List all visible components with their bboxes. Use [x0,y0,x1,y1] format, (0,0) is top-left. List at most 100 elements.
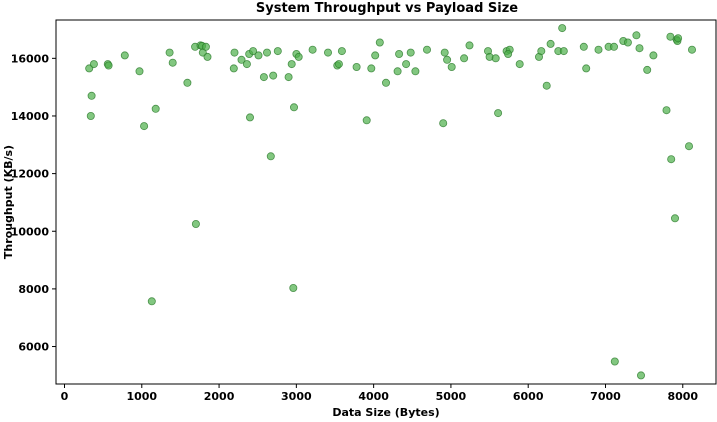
data-point [337,47,346,56]
data-point [674,34,683,43]
data-point [579,42,588,51]
data-point [289,283,298,292]
data-point [542,81,551,90]
data-point [230,48,239,57]
x-axis-label: Data Size (Bytes) [332,406,439,419]
data-point [284,73,293,82]
y-tick-label: 12000 [11,168,50,181]
data-point [637,371,646,380]
data-point [610,357,619,366]
data-point [371,51,380,60]
data-point [440,48,449,57]
data-point [262,48,271,57]
data-point [147,297,156,306]
data-point [439,119,448,128]
data-point [352,63,361,72]
data-point [559,47,568,56]
y-tick-label: 6000 [18,341,49,354]
data-point [685,142,694,151]
data-point [494,109,503,118]
data-point [86,112,95,121]
data-point [504,50,513,59]
data-point [688,45,697,54]
data-point [643,65,652,74]
data-point [273,47,282,56]
x-tick-label: 2000 [204,390,235,403]
data-point [334,60,343,69]
data-point [582,64,591,73]
data-point [546,39,555,48]
data-point [447,63,456,72]
data-point [362,116,371,125]
data-point [406,48,415,57]
plot-frame [55,19,717,385]
y-axis-label: Throughput (KB/s) [2,145,15,259]
data-point [671,214,680,223]
data-point [104,61,113,70]
y-axis-ticks: 6000 8000 10000 12000 14000 16000 [11,52,56,354]
data-point [269,71,278,80]
data-point [259,73,268,82]
data-point [266,152,275,161]
x-tick-label: 1000 [126,390,157,403]
x-tick-label: 8000 [667,390,698,403]
data-point [422,45,431,54]
data-point [249,47,258,56]
x-tick-label: 3000 [281,390,312,403]
data-point [168,58,177,67]
data-point [460,54,469,63]
y-tick-label: 16000 [11,52,50,65]
data-point [289,103,298,112]
data-point [610,42,619,51]
data-point [367,64,376,73]
data-point [411,67,420,76]
data-point [632,31,641,40]
data-point [229,64,238,73]
x-tick-label: 7000 [590,390,621,403]
x-tick-label: 6000 [513,390,544,403]
x-tick-label: 5000 [436,390,467,403]
data-point [662,106,671,115]
data-point [120,51,129,60]
data-point [623,38,632,47]
data-point [245,113,254,122]
data-point [89,60,98,69]
data-point [537,47,546,56]
data-point [323,48,332,57]
data-point [491,54,500,63]
data-point [151,104,160,113]
data-point [381,78,390,87]
data-point [443,55,452,64]
data-point [191,219,200,228]
data-point [183,78,192,87]
data-point [165,48,174,57]
data-point [649,51,658,60]
data-point [667,155,676,164]
data-point [465,41,474,50]
data-point [395,50,404,59]
chart-title: System Throughput vs Payload Size [256,1,518,16]
data-point [201,42,210,51]
x-tick-label: 4000 [358,390,389,403]
data-point [237,55,246,64]
data-point [402,60,411,69]
data-point [87,91,96,100]
data-point [375,38,384,47]
data-point [308,45,317,54]
data-point [242,60,251,69]
data-point [140,122,149,131]
data-point [635,44,644,53]
data-point [558,24,567,33]
x-axis-ticks: 0 1000 2000 3000 4000 5000 6000 7000 8000 [61,384,698,403]
data-points [85,24,697,380]
data-point [203,52,212,61]
data-point [393,67,402,76]
y-tick-label: 10000 [11,225,50,238]
x-tick-label: 0 [61,390,69,403]
data-point [254,51,263,60]
data-point [287,60,296,69]
data-point [294,52,303,61]
y-tick-label: 8000 [18,283,49,296]
data-point [135,67,144,76]
